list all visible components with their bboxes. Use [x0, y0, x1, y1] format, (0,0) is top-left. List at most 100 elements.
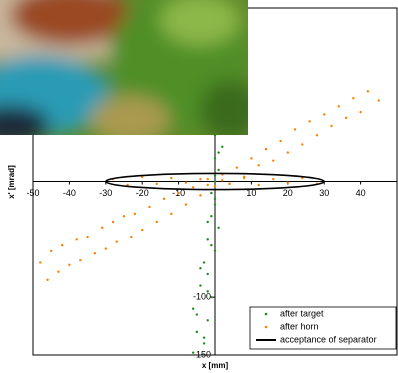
point — [210, 191, 213, 195]
point — [170, 176, 173, 180]
point — [206, 290, 209, 293]
point — [217, 168, 220, 172]
point — [330, 124, 333, 128]
point — [377, 99, 380, 102]
point — [155, 220, 158, 224]
point — [202, 342, 206, 345]
point — [213, 249, 217, 253]
point — [206, 238, 209, 241]
point — [75, 238, 78, 241]
point — [86, 235, 89, 239]
point — [213, 174, 217, 177]
x-tick-label: -30 — [99, 188, 112, 198]
point — [133, 212, 137, 216]
x-tick-label: -20 — [136, 188, 149, 198]
point — [286, 181, 289, 184]
point — [257, 183, 260, 187]
point — [217, 226, 220, 229]
point — [122, 215, 126, 218]
point — [217, 151, 220, 154]
point — [344, 116, 348, 120]
point — [184, 181, 188, 184]
legend-label: after target — [280, 308, 324, 318]
point — [60, 243, 64, 247]
point — [191, 307, 195, 310]
point — [155, 182, 158, 186]
legend-marker — [264, 325, 268, 329]
point — [264, 147, 268, 151]
point — [148, 205, 151, 209]
point — [210, 295, 213, 299]
point — [228, 182, 231, 186]
point — [206, 272, 209, 276]
point — [293, 128, 297, 131]
point — [301, 143, 304, 146]
point — [50, 249, 53, 253]
point — [286, 151, 289, 154]
point — [352, 97, 355, 100]
x-tick-label: 10 — [246, 188, 256, 198]
point — [213, 197, 217, 201]
point — [191, 186, 195, 189]
point — [202, 336, 206, 339]
point — [257, 164, 260, 167]
point — [206, 319, 209, 322]
point — [199, 177, 202, 181]
point — [279, 139, 282, 143]
y-tick-label: -150 — [193, 349, 211, 359]
point — [202, 261, 206, 264]
point — [366, 90, 370, 93]
point — [213, 203, 217, 206]
point — [93, 252, 97, 255]
point — [104, 247, 108, 250]
point — [213, 157, 217, 160]
point — [359, 110, 362, 114]
point — [79, 258, 82, 262]
point — [184, 203, 188, 206]
point — [195, 313, 198, 316]
point — [250, 157, 253, 160]
acceptance-ellipse — [105, 172, 325, 191]
point — [206, 177, 209, 181]
point — [199, 284, 202, 287]
point — [170, 212, 173, 216]
point — [141, 228, 144, 232]
point — [111, 220, 115, 224]
point — [57, 270, 60, 273]
point — [46, 278, 49, 282]
x-tick-label: 40 — [356, 188, 366, 198]
point — [272, 159, 275, 162]
point — [337, 105, 340, 108]
point — [308, 120, 311, 123]
point — [242, 176, 246, 180]
point — [199, 267, 202, 270]
point — [100, 226, 104, 229]
legend-label: after horn — [280, 321, 319, 331]
x-tick-label: 30 — [319, 188, 329, 198]
photo-overlay — [0, 0, 248, 135]
point — [177, 191, 180, 195]
point — [221, 145, 224, 148]
point — [199, 194, 202, 197]
legend-marker — [264, 312, 268, 316]
y-tick-label: -100 — [193, 292, 211, 302]
point — [162, 197, 166, 201]
point — [235, 166, 239, 169]
point — [272, 177, 275, 181]
point — [115, 240, 118, 243]
point — [195, 330, 198, 334]
x-tick-label: -50 — [26, 188, 39, 198]
legend-label: acceptance of separator — [280, 334, 377, 344]
x-tick-label: 20 — [283, 188, 293, 198]
point — [68, 263, 71, 266]
point — [191, 351, 195, 354]
point — [315, 134, 319, 137]
point — [210, 215, 213, 218]
point — [206, 183, 209, 187]
point — [323, 113, 326, 116]
legend: after target after horn acceptance of sepa… — [249, 306, 397, 350]
point — [213, 184, 217, 188]
plot-area: -50-40-30-20-1010203040-150-100 — [26, 8, 397, 359]
point — [210, 243, 213, 247]
